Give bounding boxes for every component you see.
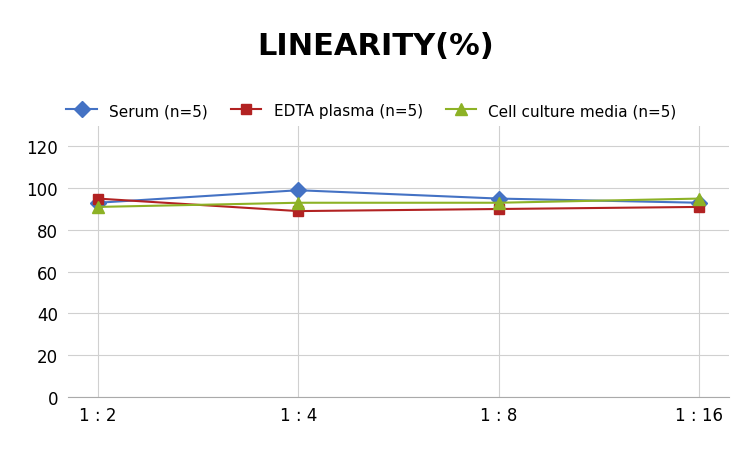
Serum (n=5) — [494, 197, 503, 202]
Serum (n=5) — [695, 201, 704, 206]
Serum (n=5) — [294, 188, 303, 193]
Cell culture media (n=5) — [695, 197, 704, 202]
Line: Serum (n=5): Serum (n=5) — [92, 185, 705, 209]
Line: EDTA plasma (n=5): EDTA plasma (n=5) — [93, 194, 704, 216]
Serum (n=5) — [93, 201, 102, 206]
Legend: Serum (n=5), EDTA plasma (n=5), Cell culture media (n=5): Serum (n=5), EDTA plasma (n=5), Cell cul… — [60, 98, 683, 125]
EDTA plasma (n=5) — [494, 207, 503, 212]
Cell culture media (n=5) — [494, 201, 503, 206]
Text: LINEARITY(%): LINEARITY(%) — [258, 32, 494, 60]
Line: Cell culture media (n=5): Cell culture media (n=5) — [92, 193, 705, 213]
EDTA plasma (n=5) — [93, 197, 102, 202]
Cell culture media (n=5) — [294, 201, 303, 206]
Cell culture media (n=5) — [93, 205, 102, 210]
EDTA plasma (n=5) — [695, 205, 704, 210]
EDTA plasma (n=5) — [294, 209, 303, 214]
